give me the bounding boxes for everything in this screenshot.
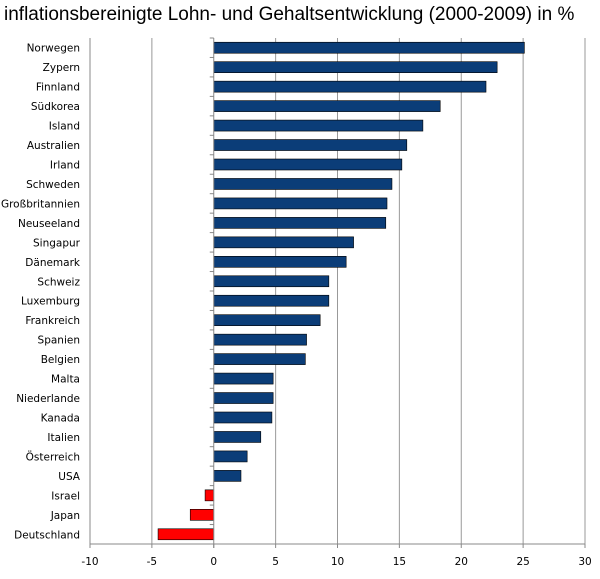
x-tick-label: 30 xyxy=(578,556,591,568)
grid-layer xyxy=(89,38,586,544)
category-label: Israel xyxy=(51,490,80,502)
category-label: Neuseeland xyxy=(18,218,80,230)
bar xyxy=(157,528,215,541)
bar xyxy=(213,256,347,268)
bar xyxy=(213,197,388,210)
category-label: Frankreich xyxy=(25,315,80,327)
bar xyxy=(213,61,498,73)
bar xyxy=(213,411,273,424)
bar-layer xyxy=(157,41,525,541)
category-label: Malta xyxy=(51,374,80,386)
bar xyxy=(213,178,393,190)
bar xyxy=(213,119,424,132)
bar xyxy=(213,139,408,151)
bar xyxy=(213,392,274,404)
category-label: Kanada xyxy=(41,413,80,425)
category-label: Schweden xyxy=(26,179,80,191)
x-tick-label: 15 xyxy=(393,556,406,568)
x-tick-label: 0 xyxy=(210,556,217,568)
bar xyxy=(189,509,215,521)
category-label: Deutschland xyxy=(14,529,80,541)
category-label: Luxemburg xyxy=(21,296,80,308)
category-label: Dänemark xyxy=(25,257,81,269)
bar xyxy=(213,353,306,365)
category-label: Belgien xyxy=(41,354,80,366)
category-label: Australien xyxy=(27,140,80,152)
bar xyxy=(213,333,307,346)
bar xyxy=(213,431,262,443)
bar xyxy=(213,275,330,288)
bar xyxy=(213,217,387,229)
category-label: Niederlande xyxy=(16,393,80,405)
category-label: Irland xyxy=(50,160,80,172)
category-label: Norwegen xyxy=(27,43,80,55)
x-tick-label: 10 xyxy=(331,556,344,568)
label-layer: -10 -5 0 5 10 15 20 25 30 Norwegen Zypern Finnland S… xyxy=(1,43,592,568)
bar xyxy=(213,100,441,112)
category-label: Spanien xyxy=(38,335,80,347)
bar xyxy=(213,158,403,171)
category-label: Singapur xyxy=(33,237,81,249)
category-label: Großbritannien xyxy=(1,198,80,210)
chart-title: inflationsbereinigte Lohn- und Gehaltsen… xyxy=(4,4,575,25)
x-tick-label: -5 xyxy=(147,556,157,568)
bar xyxy=(213,314,321,326)
x-tick-label: 25 xyxy=(516,556,529,568)
category-label: Schweiz xyxy=(37,276,80,288)
x-tick-label: 20 xyxy=(455,556,468,568)
category-label: Japan xyxy=(50,510,80,522)
category-label: Österreich xyxy=(26,450,80,463)
x-tick-label: 5 xyxy=(272,556,279,568)
bar xyxy=(213,450,248,463)
category-label: Island xyxy=(49,121,80,133)
category-label: Zypern xyxy=(43,62,80,74)
category-label: Finnland xyxy=(36,82,80,94)
axis-layer xyxy=(89,37,586,548)
bar xyxy=(213,372,274,385)
category-label: USA xyxy=(58,471,81,483)
bar xyxy=(213,41,525,54)
x-tick-label: -10 xyxy=(81,556,98,568)
bar xyxy=(213,236,354,249)
bar xyxy=(213,80,487,93)
bar xyxy=(213,294,330,307)
bar xyxy=(213,470,242,482)
category-label: Italien xyxy=(47,432,80,444)
category-label: Südkorea xyxy=(31,101,80,113)
bar xyxy=(204,489,215,502)
